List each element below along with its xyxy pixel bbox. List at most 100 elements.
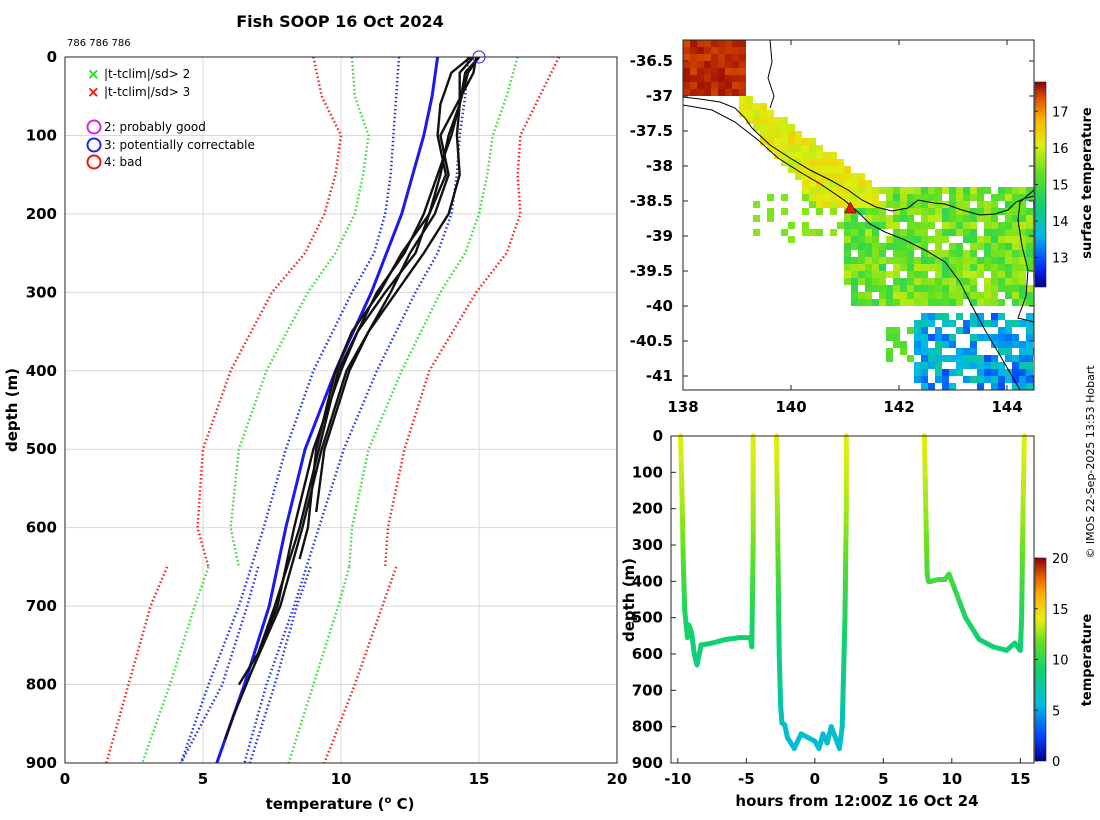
sst-pixel [697, 47, 704, 54]
sst-pixel [921, 264, 928, 271]
sst-pixel [1012, 355, 1019, 362]
sst-pixel [1005, 320, 1012, 327]
y-tick-label: 600 [26, 519, 57, 537]
sst-pixel [865, 180, 872, 187]
legend-label: 2: probably good [104, 120, 206, 134]
depth-time-segment [946, 571, 958, 592]
sst-pixel [970, 320, 977, 327]
sst-pixel [858, 243, 865, 250]
sst-pixel [823, 187, 830, 194]
bound-inner-right [243, 57, 470, 763]
sst-pixel [851, 243, 858, 250]
sst-pixel [977, 383, 984, 390]
x-tick-label: 5 [198, 770, 208, 788]
cast-ids: 786 786 786 [67, 38, 131, 49]
sst-pixel [872, 271, 879, 278]
sst-pixel [725, 47, 732, 54]
sst-pixel [760, 117, 767, 124]
sst-pixel [795, 145, 802, 152]
sst-pixel [984, 215, 991, 222]
lat-tick-label: -39.5 [630, 262, 673, 280]
sst-pixel [739, 68, 746, 75]
sst-pixel [1012, 194, 1019, 201]
sst-pixel [970, 278, 977, 285]
sst-pixel [844, 180, 851, 187]
sst-pixel [802, 159, 809, 166]
lat-tick-label: -40 [646, 297, 673, 315]
sst-pixel [830, 159, 837, 166]
sst-pixel [746, 103, 753, 110]
sst-pixel [914, 187, 921, 194]
sst-pixel [949, 299, 956, 306]
sst-pixel [802, 145, 809, 152]
sst-pixel [816, 173, 823, 180]
bound-right-deep-red [323, 566, 398, 763]
sst-pixel [837, 166, 844, 173]
sst-pixel [802, 152, 809, 159]
sst-pixel [970, 243, 977, 250]
sst-pixel [718, 47, 725, 54]
sst-pixel [900, 187, 907, 194]
sst-pixel [907, 355, 914, 362]
sst-pixel [893, 271, 900, 278]
sst-pixel [816, 152, 823, 159]
sst-pixel [1005, 208, 1012, 215]
sst-pixel [788, 166, 795, 173]
sst-pixel [1019, 299, 1026, 306]
sst-pixel [774, 131, 781, 138]
sst-pixel [998, 194, 1005, 201]
sst-pixel [970, 208, 977, 215]
sst-pixel [977, 334, 984, 341]
sst-pixel [844, 222, 851, 229]
sst-pixel [1012, 187, 1019, 194]
sst-pixel [704, 89, 711, 96]
sst-pixel [907, 271, 914, 278]
sst-pixel [879, 299, 886, 306]
sst-pixel [977, 271, 984, 278]
bound-outer-right [383, 57, 561, 567]
sst-pixel [893, 257, 900, 264]
sst-pixel [935, 257, 942, 264]
sst-pixel [991, 320, 998, 327]
sst-pixel [795, 131, 802, 138]
sst-pixel [935, 208, 942, 215]
colorbar-tick-label: 15 [1052, 179, 1069, 194]
sst-pixel [690, 40, 697, 47]
sst-pixel [697, 82, 704, 89]
sst-pixel [907, 327, 914, 334]
sst-pixel [865, 271, 872, 278]
sst-pixel [865, 243, 872, 250]
sst-pixel [963, 285, 970, 292]
sst-pixel [900, 348, 907, 355]
sst-pixel [1012, 292, 1019, 299]
sst-pixel [1012, 215, 1019, 222]
sst-pixel [823, 166, 830, 173]
sst-pixel [1019, 229, 1026, 236]
sst-pixel [711, 54, 718, 61]
longitude-ticks: 138 140 142 144 [667, 40, 1023, 416]
sst-pixel [718, 82, 725, 89]
sst-pixel [956, 215, 963, 222]
sst-pixel [984, 250, 991, 257]
sst-pixel [823, 152, 830, 159]
sst-pixel [914, 271, 921, 278]
sst-pixel [760, 138, 767, 145]
hours-axis-label: hours from 12:00Z 16 Oct 24 [735, 792, 978, 810]
sst-pixel [788, 222, 795, 229]
sst-pixel [879, 250, 886, 257]
sst-pixel [991, 243, 998, 250]
sst-pixel [823, 194, 830, 201]
sst-pixel [984, 201, 991, 208]
sst-pixel [886, 201, 893, 208]
sst-pixel [1005, 355, 1012, 362]
bound-left-deep-blue [179, 566, 260, 763]
sst-pixel [1026, 222, 1033, 229]
sst-pixel [851, 271, 858, 278]
sst-pixel [886, 299, 893, 306]
sst-pixel [816, 208, 823, 215]
sst-pixel [984, 278, 991, 285]
sst-pixel [956, 264, 963, 271]
sst-pixel [1026, 208, 1033, 215]
sst-pixel [851, 229, 858, 236]
sst-pixel [970, 299, 977, 306]
